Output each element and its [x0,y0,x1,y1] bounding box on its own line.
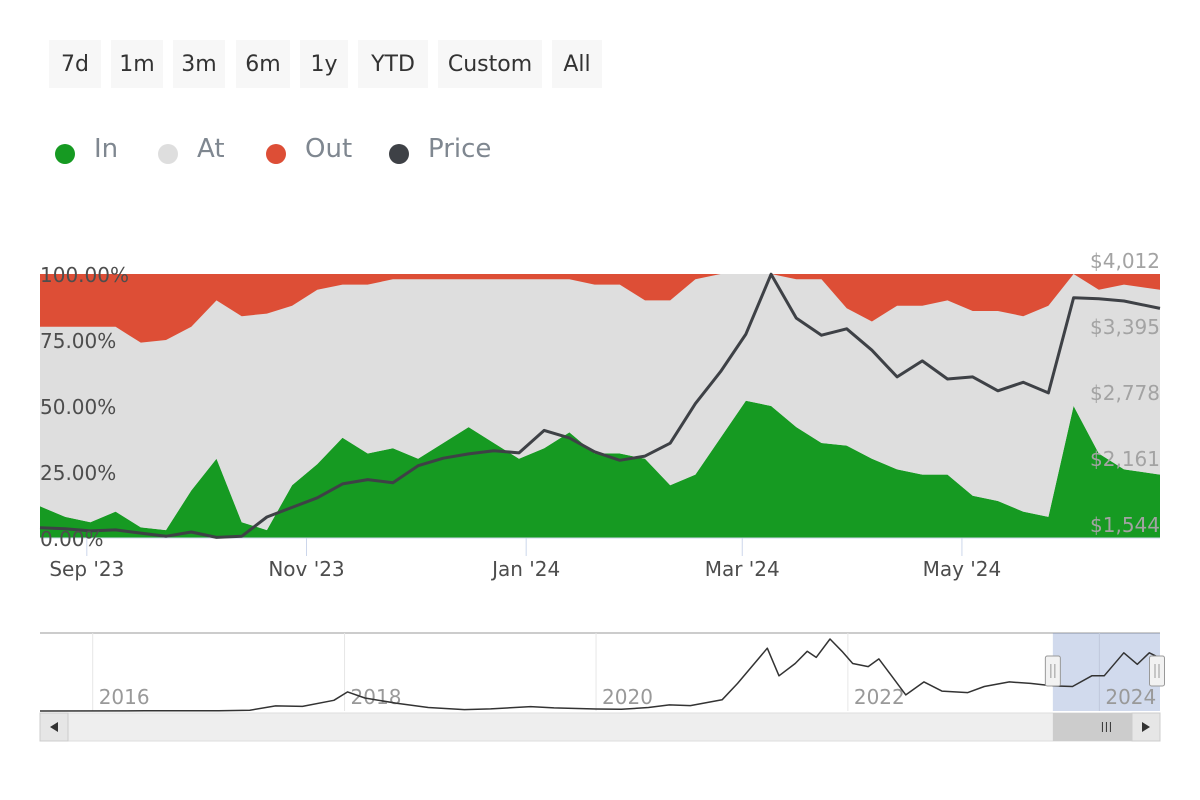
series-line-price [39,272,1161,539]
legend-label-price: Price [428,134,492,164]
right-axis-label: $3,395 [1090,315,1160,339]
legend-item-in[interactable]: In [52,132,124,172]
navigator-handle-right[interactable] [1149,655,1165,687]
left-axis-label: 50.00% [40,395,116,419]
x-tick-label: May '24 [923,557,1002,581]
legend-item-out[interactable]: Out [263,132,367,172]
range-button-all[interactable]: All [552,40,602,88]
scrollbar-grip [1101,722,1111,732]
legend-label-in: In [94,134,119,164]
range-button-3m[interactable]: 3m [173,40,225,88]
left-axis-label: 0.00% [40,527,104,551]
navigator: 2016 2018 2020 2022 2024 [39,632,1165,742]
scrollbar-track[interactable] [39,712,1161,742]
main-chart: Sep '23 Nov '23 Jan '24 Mar '24 May '24 0.00%… [39,249,1161,581]
scrollbar-right-button[interactable] [1131,712,1161,742]
left-axis-label: 100.00% [40,263,129,287]
right-axis-label: $4,012 [1090,249,1160,273]
legend-label-at: At [197,134,225,164]
navigator-tick-label: 2020 [602,685,653,709]
range-button-custom[interactable]: Custom [438,40,542,88]
navigator-handle-left[interactable] [1044,655,1061,687]
legend-marker-in [55,144,75,164]
legend-marker-out [266,144,286,164]
legend-label-out: Out [305,134,353,164]
right-axis-label: $2,778 [1090,381,1160,405]
navigator-tick-label: 2024 [1105,685,1156,709]
legend-marker-at [158,144,178,164]
navigator-tick-label: 2022 [854,685,905,709]
left-axis-label: 25.00% [40,461,116,485]
navigator-series-line [39,638,1161,712]
arrow-left-icon [50,722,58,732]
range-button-1m[interactable]: 1m [111,40,163,88]
x-tick-label: Mar '24 [705,557,780,581]
x-tick-label: Nov '23 [268,557,344,581]
range-button-6m[interactable]: 6m [236,40,290,88]
x-tick-label: Jan '24 [490,557,560,581]
legend-marker-price [389,144,409,164]
right-axis-label: $1,544 [1090,513,1160,537]
legend-item-price[interactable]: Price [386,132,506,172]
range-button-1y[interactable]: 1y [300,40,348,88]
left-axis-label: 75.00% [40,329,116,353]
series-area-in [40,400,1160,538]
navigator-selection-mask[interactable] [1052,633,1160,711]
series-area-at [40,274,1160,531]
arrow-right-icon [1142,722,1150,732]
range-button-7d[interactable]: 7d [49,40,101,88]
x-tick-label: Sep '23 [49,557,124,581]
scrollbar-left-button[interactable] [39,712,69,742]
legend-item-at[interactable]: At [155,132,237,172]
navigator-tick-label: 2016 [99,685,150,709]
series-area-out [40,274,1160,343]
right-axis-label: $2,161 [1090,447,1160,471]
range-button-ytd[interactable]: YTD [358,40,428,88]
navigator-tick-label: 2018 [351,685,402,709]
